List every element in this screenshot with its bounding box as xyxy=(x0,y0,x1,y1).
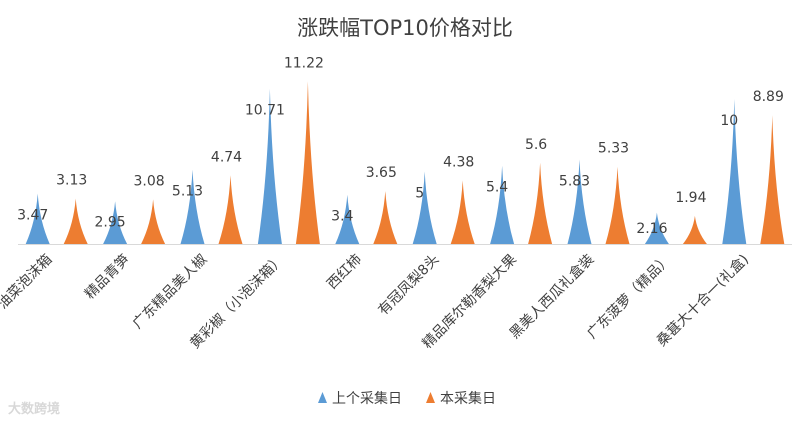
legend-marker xyxy=(426,392,435,403)
category-label: 西红柿 xyxy=(323,251,365,293)
triangle-bar xyxy=(528,162,553,244)
triangle-bar xyxy=(141,199,166,244)
triangle-bar xyxy=(412,171,437,244)
category-label: 油菜泡沫箱 xyxy=(0,252,56,313)
category-label: 黑美人西瓜礼盒装 xyxy=(506,251,597,342)
triangle-bar xyxy=(567,159,592,244)
data-label: 5.4 xyxy=(486,180,508,196)
data-label: 2.95 xyxy=(95,214,126,230)
category-label: 广东菠萝（精品） xyxy=(584,252,675,343)
triangle-bar xyxy=(25,193,50,244)
legend-label: 上个采集日 xyxy=(332,390,402,407)
data-label: 2.16 xyxy=(636,221,667,237)
data-label: 3.13 xyxy=(56,173,87,189)
data-label: 5.13 xyxy=(172,184,203,200)
triangle-bar xyxy=(722,99,747,244)
data-label: 4.74 xyxy=(211,149,242,165)
triangle-bar xyxy=(218,175,243,244)
triangle-bar xyxy=(103,201,128,244)
data-label: 3.4 xyxy=(331,209,353,225)
data-label: 3.08 xyxy=(134,173,165,189)
chart-title: 涨跌幅TOP10价格对比 xyxy=(297,16,513,40)
category-label: 广东精品美人椒 xyxy=(130,252,211,333)
category-label: 有冠凤梨8头 xyxy=(375,252,442,319)
triangle-bar xyxy=(760,115,785,244)
data-label: 5.83 xyxy=(559,173,590,189)
category-label: 精品青笋 xyxy=(81,251,133,303)
data-label: 5.6 xyxy=(525,137,547,153)
triangle-bar xyxy=(373,191,398,244)
legend-marker xyxy=(318,392,327,403)
triangle-bar xyxy=(180,169,205,244)
legend-label: 本采集日 xyxy=(440,390,496,407)
triangle-bar xyxy=(335,194,360,244)
triangle-bar xyxy=(257,88,282,244)
data-label: 5 xyxy=(415,186,424,202)
triangle-bar xyxy=(295,81,320,244)
data-label: 11.22 xyxy=(284,55,324,71)
triangle-bar xyxy=(644,212,669,244)
data-label: 3.47 xyxy=(17,208,48,224)
data-label: 5.33 xyxy=(598,141,629,157)
triangle-bar xyxy=(450,180,475,244)
data-label: 8.89 xyxy=(753,89,784,105)
data-label: 3.65 xyxy=(366,165,397,181)
data-label: 4.38 xyxy=(443,154,474,170)
data-label: 10.71 xyxy=(245,103,285,119)
watermark-logo: 大数跨境 xyxy=(8,402,61,417)
data-label: 10 xyxy=(720,113,738,129)
triangle-bar xyxy=(605,166,630,244)
triangle-bar xyxy=(490,165,515,244)
data-label: 1.94 xyxy=(675,190,706,206)
triangle-bar xyxy=(63,198,88,244)
triangle-bar xyxy=(682,215,707,244)
